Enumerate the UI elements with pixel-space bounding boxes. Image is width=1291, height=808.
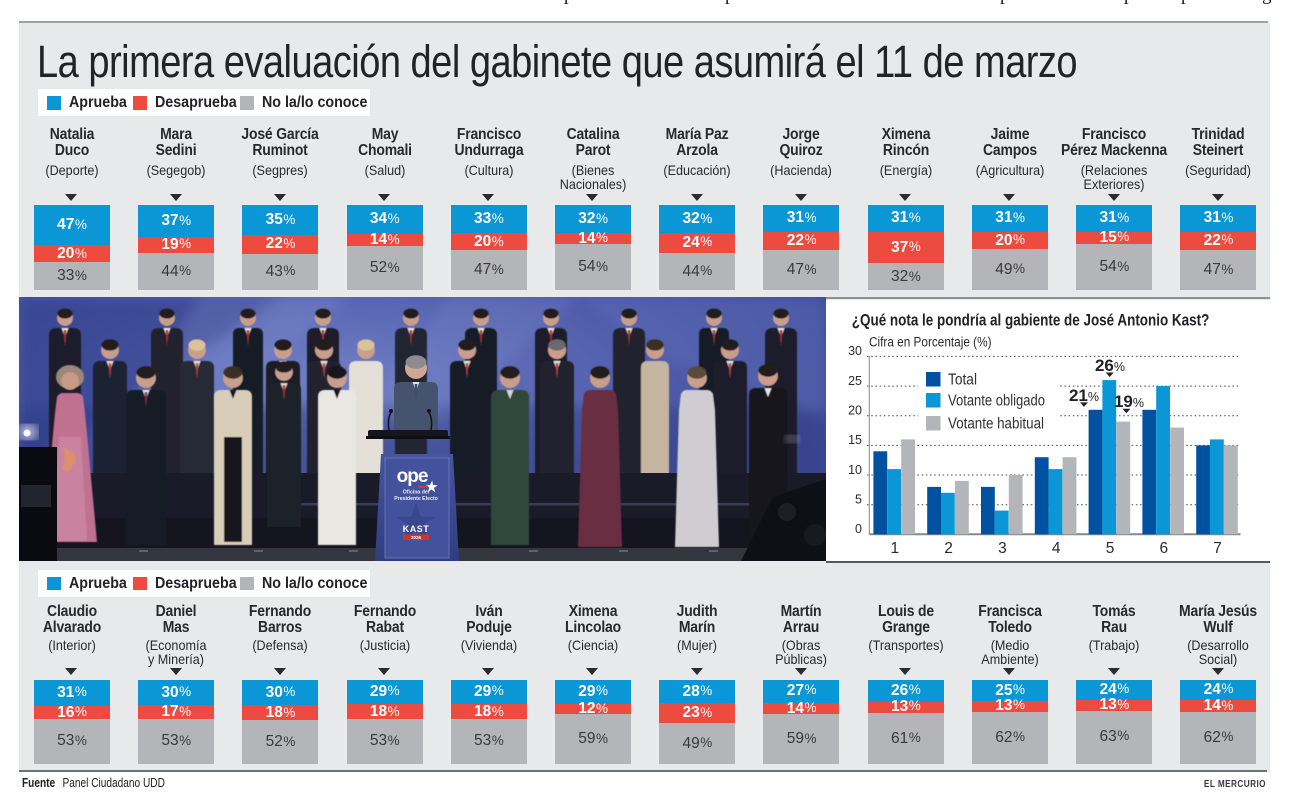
svg-text:3: 3 bbox=[998, 540, 1007, 557]
svg-text:30: 30 bbox=[848, 344, 862, 358]
svg-text:5: 5 bbox=[1106, 540, 1115, 557]
svg-text:25: 25 bbox=[848, 373, 862, 387]
svg-text:ope: ope bbox=[397, 466, 428, 487]
svg-text:6: 6 bbox=[1159, 540, 1168, 557]
svg-text:5: 5 bbox=[855, 492, 862, 506]
svg-text:2026: 2026 bbox=[411, 535, 422, 540]
svg-text:Presidente Electo: Presidente Electo bbox=[394, 496, 438, 502]
svg-text:15: 15 bbox=[848, 433, 862, 447]
svg-text:7: 7 bbox=[1213, 540, 1222, 557]
svg-text:21%: 21% bbox=[1069, 385, 1099, 404]
svg-text:26%: 26% bbox=[1095, 356, 1125, 375]
svg-text:0: 0 bbox=[855, 522, 862, 536]
svg-text:19%: 19% bbox=[1114, 392, 1144, 411]
svg-text:4: 4 bbox=[1052, 540, 1061, 557]
svg-text:KAST: KAST bbox=[403, 524, 430, 534]
svg-text:10: 10 bbox=[848, 462, 862, 476]
svg-text:Total: Total bbox=[948, 371, 977, 388]
svg-text:Votante obligado: Votante obligado bbox=[948, 392, 1045, 409]
svg-text:Votante habitual: Votante habitual bbox=[948, 415, 1044, 432]
svg-text:20: 20 bbox=[848, 403, 862, 417]
svg-text:1: 1 bbox=[890, 540, 899, 557]
svg-text:¿Qué nota le pondría al gabien: ¿Qué nota le pondría al gabiente de José… bbox=[852, 311, 1210, 329]
svg-text:Oficina del: Oficina del bbox=[403, 490, 430, 496]
svg-text:2: 2 bbox=[944, 540, 953, 557]
svg-text:Cifra en Porcentaje (%): Cifra en Porcentaje (%) bbox=[869, 334, 992, 349]
